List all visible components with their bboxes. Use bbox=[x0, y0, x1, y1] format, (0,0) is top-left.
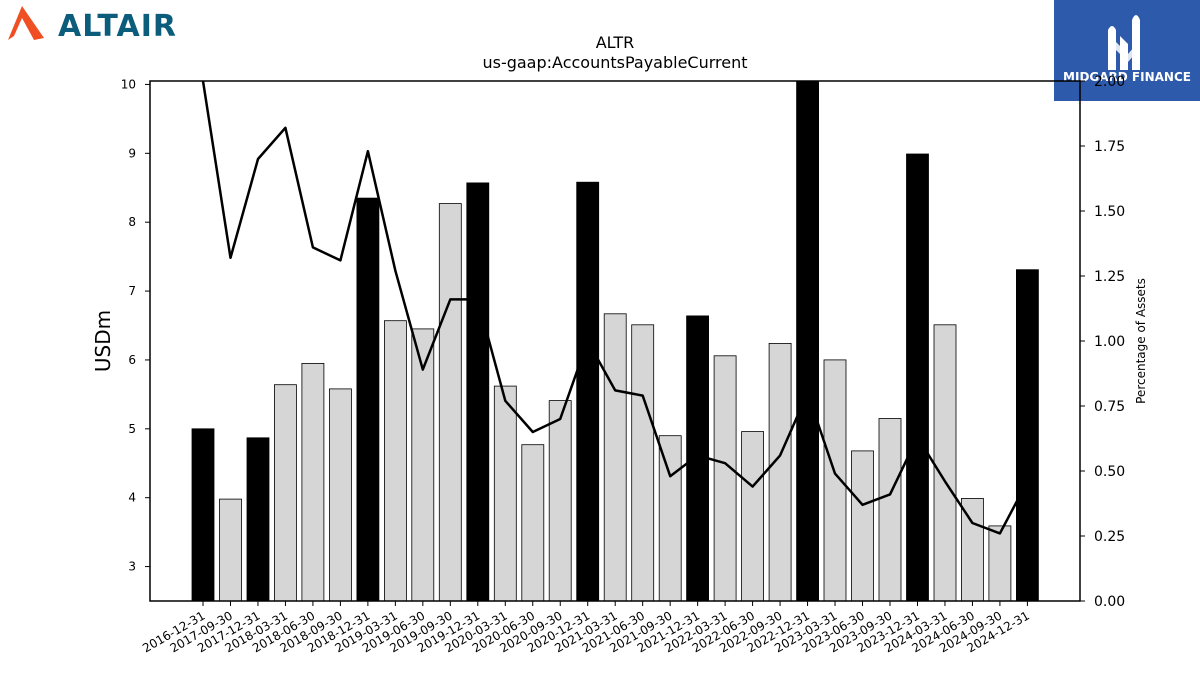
bar-2024-09-30 bbox=[988, 525, 1012, 602]
bar-2023-09-30 bbox=[878, 418, 902, 602]
bar-2020-09-30 bbox=[548, 400, 572, 602]
midgard-finance-logo: MIDGARD FINANCE bbox=[1054, 0, 1200, 101]
percentage-line bbox=[201, 80, 1029, 535]
altair-triangle-icon bbox=[8, 6, 44, 40]
y-tick-label: 3 bbox=[128, 560, 136, 574]
bar-2021-03-31 bbox=[603, 313, 627, 602]
y-tick-label: 7 bbox=[128, 284, 136, 298]
bar-2021-09-30 bbox=[658, 435, 682, 602]
altair-logo-text: ALTAIR bbox=[58, 9, 177, 44]
line-layer bbox=[201, 80, 1029, 535]
bars-layer bbox=[191, 80, 1039, 602]
bar-2022-09-30 bbox=[768, 342, 792, 602]
bar-2022-12-31 bbox=[796, 80, 819, 602]
altair-logo: ALTAIR bbox=[4, 4, 194, 44]
y-tick-label: 4 bbox=[128, 491, 136, 505]
bar-2018-03-31 bbox=[273, 384, 297, 602]
bar-2017-09-30 bbox=[219, 498, 242, 602]
bar-2018-12-31 bbox=[356, 197, 380, 602]
y-tick-label: 8 bbox=[128, 215, 136, 229]
bar-2019-03-31 bbox=[383, 320, 407, 602]
x-axis: 2016-12-312017-09-302017-12-312018-03-31… bbox=[140, 601, 1032, 655]
bar-2018-09-30 bbox=[328, 388, 352, 602]
y2-axis-label: Percentage of Assets bbox=[1134, 278, 1148, 404]
y2-tick-label: 1.25 bbox=[1094, 269, 1125, 285]
midgard-m-icon bbox=[1108, 15, 1140, 70]
y2-tick-label: 0.00 bbox=[1094, 594, 1125, 610]
y-axis-label: USDm bbox=[91, 310, 115, 372]
y-tick-label: 5 bbox=[128, 422, 136, 436]
bar-2022-06-30 bbox=[741, 431, 764, 602]
bar-2020-06-30 bbox=[521, 444, 545, 602]
y2-tick-label: 0.50 bbox=[1094, 464, 1125, 480]
y2-tick-label: 0.25 bbox=[1094, 529, 1125, 545]
bar-2024-03-31 bbox=[933, 324, 957, 602]
bar-2021-06-30 bbox=[631, 324, 655, 602]
bar-2019-12-31 bbox=[466, 182, 490, 602]
chart-subtitle: us-gaap:AccountsPayableCurrent bbox=[482, 53, 747, 72]
bar-2022-03-31 bbox=[713, 355, 737, 602]
bar-2024-06-30 bbox=[961, 497, 984, 602]
bar-2020-12-31 bbox=[576, 181, 600, 602]
midgard-logo-text: MIDGARD FINANCE bbox=[1063, 70, 1191, 84]
bar-2023-06-30 bbox=[851, 450, 874, 602]
chart-title: ALTR bbox=[596, 33, 635, 52]
bar-2019-09-30 bbox=[438, 203, 462, 602]
bar-2016-12-31 bbox=[191, 428, 215, 602]
y2-tick-label: 1.50 bbox=[1094, 204, 1125, 220]
y-axis: 3 4 5 6 7 8 9 10 bbox=[121, 77, 150, 574]
y-tick-label: 6 bbox=[128, 353, 136, 367]
bar-2020-03-31 bbox=[493, 385, 517, 602]
bar-2023-12-31 bbox=[906, 153, 929, 602]
y-tick-label: 10 bbox=[121, 77, 136, 91]
y2-axis: 0.00 0.25 0.50 0.75 1.00 1.25 1.50 1.75 2.00 bbox=[1080, 74, 1125, 610]
y2-tick-label: 0.75 bbox=[1094, 399, 1125, 415]
y2-tick-label: 1.75 bbox=[1094, 139, 1125, 155]
bar-2017-12-31 bbox=[246, 437, 270, 602]
y-tick-label: 9 bbox=[128, 146, 136, 160]
y2-tick-label: 1.00 bbox=[1094, 334, 1125, 350]
bar-2018-06-30 bbox=[301, 362, 325, 602]
bar-2024-12-31 bbox=[1016, 269, 1039, 602]
y2-tick-label: 2.00 bbox=[1094, 74, 1125, 90]
